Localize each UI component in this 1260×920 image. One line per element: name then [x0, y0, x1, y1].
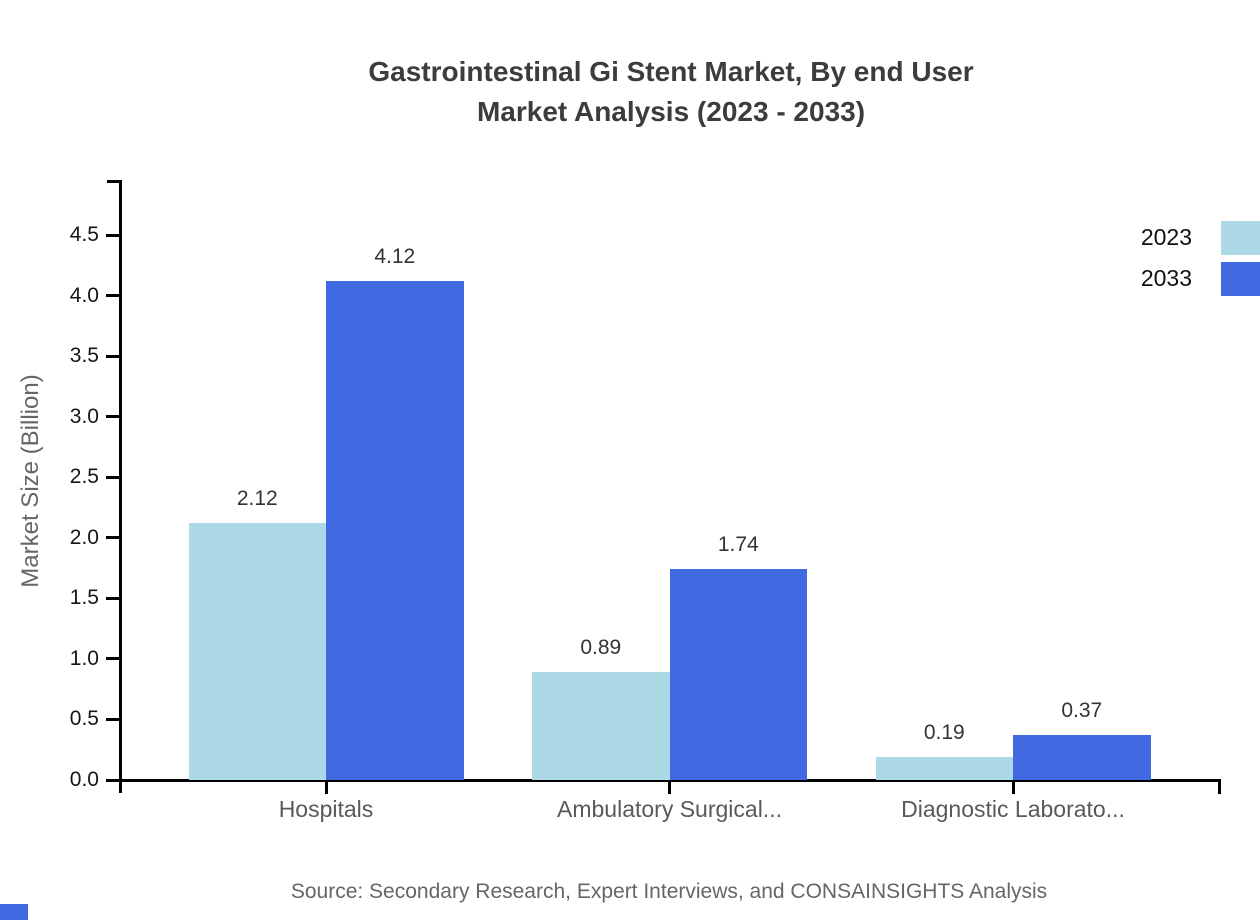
- y-axis-line: [119, 180, 122, 793]
- bar-value-label: 0.89: [580, 636, 622, 660]
- y-tick: [106, 657, 120, 661]
- chart-title-line2: Market Analysis (2023 - 2033): [476, 96, 866, 127]
- bar-2023-ambulatory-surgical: [532, 672, 670, 780]
- y-tick-label: 3.0: [69, 404, 99, 428]
- bar-value-label: 4.12: [374, 245, 416, 269]
- bar-2033-ambulatory-surgical: [669, 569, 807, 780]
- chart-title: Gastrointestinal Gi Stent Market, By end…: [82, 52, 1260, 132]
- bar-2033-hospitals: [326, 281, 464, 780]
- y-tick-label: 1.0: [69, 646, 99, 670]
- legend-label-2033: 2033: [1140, 265, 1192, 291]
- legend-swatch-2023: [1221, 221, 1260, 255]
- bar-value-label: 1.74: [717, 533, 759, 557]
- y-tick-label: 2.5: [69, 465, 99, 489]
- y-tick-label: 0.5: [69, 707, 99, 731]
- source-note: Source: Secondary Research, Expert Inter…: [290, 880, 1048, 903]
- y-tick-label: 1.5: [69, 586, 99, 610]
- brand-logo-mark: [0, 904, 28, 920]
- x-axis-line: [107, 779, 1221, 782]
- chart-title-line1: Gastrointestinal Gi Stent Market, By end…: [368, 56, 974, 87]
- x-tick: [324, 781, 328, 794]
- y-tick-label: 0.0: [69, 768, 99, 791]
- y-axis-top-cap: [107, 180, 122, 183]
- bar-value-label: 0.37: [1061, 699, 1103, 723]
- category-label: Diagnostic Laborato...: [901, 796, 1125, 822]
- legend-label-2023: 2023: [1140, 224, 1192, 250]
- category-label: Ambulatory Surgical...: [557, 796, 782, 822]
- legend-swatch-2033: [1221, 262, 1260, 296]
- bar-2023-diagnostic-laborato: [875, 756, 1013, 780]
- y-tick: [106, 536, 120, 540]
- x-axis-end-cap: [1218, 779, 1221, 794]
- y-tick: [106, 294, 120, 298]
- y-tick-label: 3.5: [69, 344, 99, 368]
- y-tick: [106, 717, 120, 721]
- y-tick: [106, 415, 120, 419]
- y-tick: [106, 778, 120, 782]
- bar-value-label: 0.19: [923, 720, 965, 744]
- x-tick: [1011, 781, 1015, 794]
- y-tick: [106, 354, 120, 358]
- y-tick: [106, 475, 120, 479]
- y-tick-label: 4.0: [69, 283, 99, 307]
- y-tick: [106, 233, 120, 237]
- bar-2023-hospitals: [188, 523, 326, 780]
- bar-value-label: 2.12: [236, 487, 278, 511]
- y-tick-label: 2.0: [69, 525, 99, 549]
- y-tick-label: 4.5: [69, 223, 99, 247]
- bar-2033-diagnostic-laborato: [1013, 735, 1151, 780]
- category-label: Hospitals: [278, 796, 374, 822]
- y-tick: [106, 596, 120, 600]
- x-tick: [668, 781, 671, 794]
